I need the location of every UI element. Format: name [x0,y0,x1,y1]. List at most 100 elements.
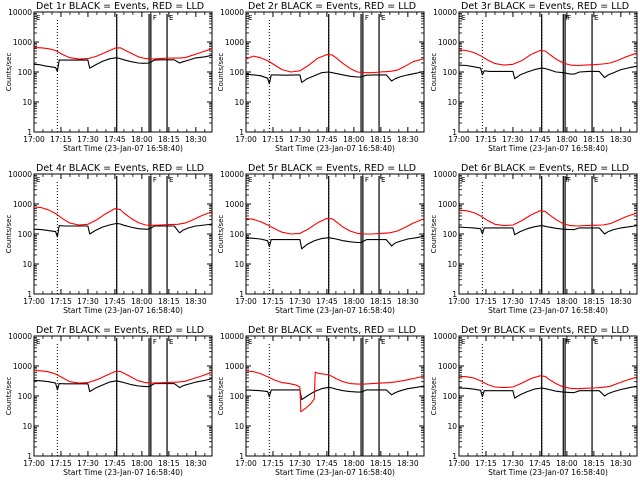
marker-letter: F [567,14,571,22]
series-lld-line [33,370,213,384]
marker-letter: E [381,176,385,184]
plot-frame [458,11,638,133]
x-tick-label: 17:15 [50,459,72,468]
series-events-line [33,222,213,238]
panel-det-3: Det 3r BLACK = Events, RED = LLD 1 10 100 10… [430,1,638,153]
y-tick-label: 1 [452,128,457,137]
x-tick-label: 18:30 [185,135,207,144]
x-tick-label: 17:15 [50,297,72,306]
x-axis-label: Start Time (23-Jan-07 16:58:40) [275,144,395,153]
x-tick-label: 17:15 [262,459,284,468]
marker-letter: E [169,338,173,346]
y-tick-label: 100 [18,230,33,239]
y-axis-label: Counts/sec [217,215,225,254]
marker-letter: F [565,14,569,22]
marker-letter: F [365,14,369,22]
y-axis-label: Counts/sec [5,215,13,254]
y-tick-label: 10 [234,98,244,107]
x-axis-label: Start Time (23-Jan-07 16:58:40) [488,468,608,477]
x-axis-label: Start Time (23-Jan-07 16:58:40) [488,306,608,315]
y-axis-label: Counts/sec [217,377,225,416]
marker-letter: E [169,176,173,184]
y-tick-label: 10000 [433,170,457,179]
x-tick-label: 17:15 [475,459,497,468]
marker-letter-start: E [248,176,252,184]
y-tick-label: 1000 [13,38,32,47]
y-axis-label: Counts/sec [5,53,13,92]
marker-letter-start: E [461,338,465,346]
x-tick-label: 17:15 [262,135,284,144]
marker-letter: E [381,14,385,22]
y-axis-label: Counts/sec [430,215,438,254]
x-tick-label: 18:15 [158,135,180,144]
series-lld-line [245,54,425,74]
x-tick-label: 17:00 [235,297,257,306]
plot-frame [245,173,425,295]
x-tick-label: 18:15 [370,297,392,306]
panel-title: Det 2r BLACK = Events, RED = LLD [248,1,416,12]
y-tick-label: 100 [230,68,245,77]
y-tick-label: 100 [443,68,458,77]
y-tick-label: 10 [447,98,457,107]
y-tick-label: 1 [239,128,244,137]
x-axis-label: Start Time (23-Jan-07 16:58:40) [63,306,183,315]
y-tick-label: 10 [234,422,244,431]
x-tick-label: 18:00 [556,135,578,144]
series-events-line [458,225,638,236]
y-axis-label: Counts/sec [430,377,438,416]
panel-title: Det 8r BLACK = Events, RED = LLD [248,325,416,336]
x-tick-label: 18:15 [583,459,605,468]
y-axis-label: Counts/sec [217,53,225,92]
x-tick-label: 18:00 [556,459,578,468]
x-tick-label: 17:00 [448,459,470,468]
panel-title: Det 5r BLACK = Events, RED = LLD [248,163,416,174]
marker-letter: E [169,14,173,22]
x-axis-label: Start Time (23-Jan-07 16:58:40) [63,144,183,153]
y-tick-label: 100 [230,230,245,239]
x-axis-label: Start Time (23-Jan-07 16:58:40) [63,468,183,477]
panel-title: Det 9r BLACK = Events, RED = LLD [461,325,629,336]
plot-frame [458,173,638,295]
marker-letter: F [565,338,569,346]
x-tick-label: 18:30 [397,297,419,306]
y-tick-label: 100 [443,392,458,401]
y-tick-label: 1 [27,290,32,299]
x-tick-label: 17:45 [529,459,551,468]
y-tick-label: 10 [447,422,457,431]
y-tick-label: 10 [234,260,244,269]
series-events-line [33,54,213,72]
marker-letter: E [594,176,598,184]
x-tick-label: 17:30 [502,135,524,144]
y-tick-label: 1 [27,128,32,137]
marker-letter: E [381,338,385,346]
panel-det-8: Det 8r BLACK = Events, RED = LLD 1 10 100 10… [217,325,425,477]
series-lld-line [245,217,425,235]
panel-title: Det 7r BLACK = Events, RED = LLD [36,325,204,336]
marker-letter: F [567,176,571,184]
x-tick-label: 17:30 [289,297,311,306]
x-tick-label: 17:00 [235,459,257,468]
series-events-line [245,385,425,401]
marker-letter-start: E [36,338,40,346]
series-lld-line [245,370,425,413]
x-tick-label: 18:15 [158,297,180,306]
x-tick-label: 17:45 [104,297,126,306]
x-tick-label: 17:45 [104,135,126,144]
plot-frame [245,11,425,133]
x-tick-label: 17:45 [529,135,551,144]
marker-letter: F [153,14,157,22]
x-tick-label: 18:30 [610,297,632,306]
y-axis-label: Counts/sec [5,377,13,416]
marker-letter: F [153,176,157,184]
x-tick-label: 17:00 [448,135,470,144]
y-tick-label: 100 [18,392,33,401]
y-tick-label: 1000 [225,38,244,47]
marker-letter: F [153,338,157,346]
plot-frame [458,335,638,457]
y-tick-label: 1 [239,290,244,299]
panel-det-9: Det 9r BLACK = Events, RED = LLD 1 10 100 10… [430,325,638,477]
panel-det-5: Det 5r BLACK = Events, RED = LLD 1 10 100 10… [217,163,425,315]
x-tick-label: 17:00 [235,135,257,144]
y-tick-label: 10 [22,260,32,269]
plot-frame [245,335,425,457]
